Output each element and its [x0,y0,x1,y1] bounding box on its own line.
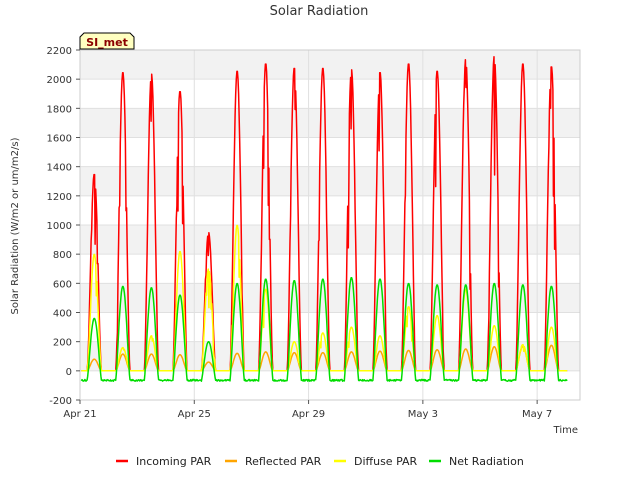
y-tick-label: 2200 [47,46,72,57]
background-band [80,108,580,138]
background-band [80,283,580,313]
x-axis-label: Time [553,425,578,436]
plot-background [80,50,580,400]
background-band [80,79,580,109]
x-tick-label: Apr 21 [63,409,96,420]
series-line-net-radiation [80,277,568,382]
y-tick-label: -200 [49,396,72,407]
y-axis-label: Solar Radiation (W/m2 or um/m2/s) [10,137,21,314]
y-tick-label: 1200 [47,192,72,203]
x-tick-label: May 3 [408,409,438,420]
background-band [80,50,580,80]
x-axis: Apr 21 Apr 25 Apr 29 May 3 May 7 [63,400,552,420]
series-lines [80,56,568,382]
background-band [80,225,580,255]
y-tick-label: 400 [53,309,72,320]
legend-label: Incoming PAR [136,455,212,468]
chart-title: Solar Radiation [270,4,369,19]
y-tick-label: 600 [53,279,72,290]
legend: Incoming PAR Reflected PAR Diffuse PAR Net … [116,455,524,468]
background-band [80,195,580,225]
y-tick-label: 1600 [47,134,72,145]
y-tick-label: 0 [66,367,72,378]
station-badge: SI_met [79,32,135,50]
legend-label: Reflected PAR [245,455,322,468]
x-tick-label: Apr 29 [292,409,325,420]
background-band [80,166,580,196]
background-band [80,254,580,284]
station-label: SI_met [86,36,128,49]
y-axis: -200 0 200 400 600 800 1000 1200 1400 1600 1800 200… [47,46,80,407]
series-line-diffuse-par [81,224,568,372]
y-tick-label: 800 [53,250,72,261]
y-tick-label: 1000 [47,221,72,232]
y-tick-label: 1400 [47,163,72,174]
y-tick-label: 2000 [47,75,72,86]
legend-label: Net Radiation [449,455,524,468]
x-tick-label: May 7 [522,409,552,420]
y-tick-label: 1800 [47,104,72,115]
y-tick-label: 200 [53,338,72,349]
x-tick-label: Apr 25 [178,409,211,420]
legend-label: Diffuse PAR [354,455,418,468]
